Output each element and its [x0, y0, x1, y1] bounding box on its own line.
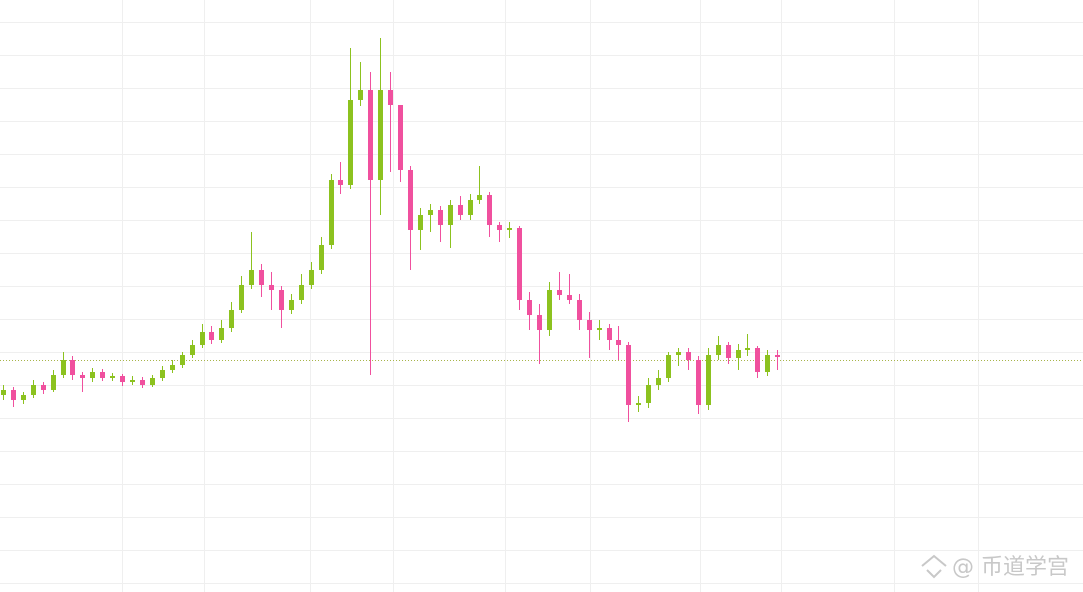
- candle-body: [41, 385, 46, 390]
- candles: [1, 38, 780, 422]
- candle-body: [537, 315, 542, 330]
- candle-body: [736, 350, 741, 358]
- candle-body: [527, 300, 532, 315]
- candle-body: [557, 290, 562, 295]
- candle-body: [646, 385, 651, 403]
- candle-body: [448, 205, 453, 225]
- candle-body: [150, 378, 155, 385]
- candle-body: [269, 285, 274, 290]
- candle-body: [209, 332, 214, 340]
- candle-body: [319, 245, 324, 270]
- candle-body: [775, 355, 780, 357]
- candle-body: [706, 355, 711, 405]
- candle-body: [666, 355, 671, 378]
- candle-body: [229, 310, 234, 328]
- candle-body: [289, 300, 294, 310]
- candle-body: [726, 345, 731, 358]
- candle-body: [458, 205, 463, 215]
- candle-body: [31, 385, 36, 395]
- candle-body: [70, 360, 75, 375]
- candle-body: [716, 345, 721, 355]
- candle-body: [140, 380, 145, 385]
- watermark-text: @ 币道学宫: [952, 555, 1069, 580]
- candle-body: [80, 375, 85, 378]
- candle-body: [100, 372, 105, 378]
- candle-body: [755, 348, 760, 372]
- candle-body: [329, 180, 334, 245]
- candle-body: [616, 340, 621, 345]
- candle-body: [418, 215, 423, 230]
- watermark: @ 币道学宫: [921, 554, 1069, 580]
- candle-body: [477, 195, 482, 200]
- candle-body: [348, 100, 353, 185]
- candle-body: [388, 90, 393, 105]
- candle-body: [170, 365, 175, 370]
- candle-body: [358, 90, 363, 100]
- watermark-logo: [921, 554, 947, 579]
- candle-body: [219, 328, 224, 340]
- candle-body: [567, 295, 572, 300]
- candle-body: [309, 270, 314, 285]
- candle-body: [120, 376, 125, 382]
- logo-stroke: [921, 554, 947, 567]
- candle-body: [378, 90, 383, 180]
- candle-body: [438, 210, 443, 225]
- candle-body: [696, 360, 701, 405]
- candle-body: [160, 370, 165, 378]
- candle-body: [190, 345, 195, 355]
- candle-body: [587, 320, 592, 330]
- candle-body: [200, 332, 205, 345]
- candle-body: [597, 328, 602, 330]
- candle-body: [686, 352, 691, 360]
- candle-body: [259, 270, 264, 285]
- candle-body: [110, 376, 115, 378]
- candle-body: [428, 210, 433, 215]
- candle-body: [90, 372, 95, 378]
- candle-body: [299, 285, 304, 300]
- candle-body: [21, 395, 26, 400]
- candle-body: [676, 352, 681, 355]
- candle-body: [239, 285, 244, 310]
- candle-body: [130, 380, 135, 382]
- candle-body: [765, 355, 770, 372]
- candle-body: [507, 228, 512, 230]
- candle-body: [408, 170, 413, 230]
- candle-body: [487, 195, 492, 225]
- candle-body: [517, 228, 522, 300]
- candle-body: [468, 200, 473, 215]
- candle-body: [547, 290, 552, 330]
- candle-body: [1, 390, 6, 395]
- candle-body: [497, 225, 502, 230]
- candle-body: [338, 180, 343, 185]
- candle-body: [180, 355, 185, 365]
- candle-body: [249, 270, 254, 285]
- candle-body: [577, 300, 582, 320]
- candle-body: [11, 390, 16, 400]
- candle-body: [745, 348, 750, 350]
- candle-body: [61, 360, 66, 375]
- candle-body: [279, 290, 284, 310]
- candle-body: [368, 90, 373, 180]
- candle-body: [51, 375, 56, 390]
- candle-body: [607, 328, 612, 340]
- candle-body: [398, 105, 403, 170]
- logo-stroke: [926, 569, 942, 579]
- candle-body: [656, 378, 661, 385]
- candle-body: [636, 403, 641, 405]
- candle-body: [626, 345, 631, 405]
